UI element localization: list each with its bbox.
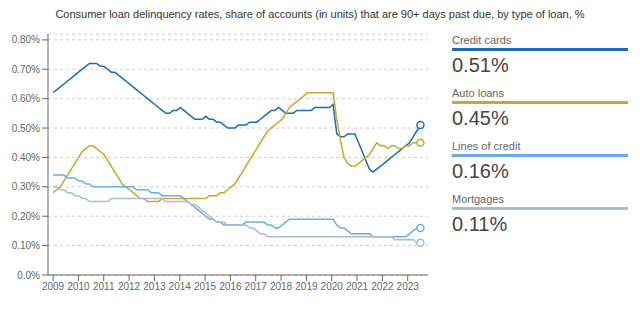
html-text:Mortgages: Mortgages bbox=[452, 193, 504, 205]
svg-text:2010: 2010 bbox=[67, 281, 90, 292]
svg-text:0.50%: 0.50% bbox=[12, 123, 40, 134]
html-text:Lines of credit: Lines of credit bbox=[452, 140, 521, 152]
svg-text:2020: 2020 bbox=[321, 281, 344, 292]
svg-text:0.70%: 0.70% bbox=[12, 64, 40, 75]
svg-text:2015: 2015 bbox=[194, 281, 217, 292]
svg-text:2021: 2021 bbox=[346, 281, 369, 292]
html-text:Auto loans: Auto loans bbox=[452, 87, 504, 99]
svg-text:0.30%: 0.30% bbox=[12, 181, 40, 192]
svg-text:2018: 2018 bbox=[270, 281, 293, 292]
svg-text:2014: 2014 bbox=[169, 281, 192, 292]
svg-text:2023: 2023 bbox=[397, 281, 420, 292]
html-text:Consumer loan delinquency rate: Consumer loan delinquency rates, share o… bbox=[55, 8, 585, 20]
svg-text:2013: 2013 bbox=[143, 281, 166, 292]
svg-text:2022: 2022 bbox=[371, 281, 394, 292]
svg-text:2012: 2012 bbox=[118, 281, 141, 292]
svg-text:2011: 2011 bbox=[93, 281, 115, 292]
html-text:0.11%: 0.11% bbox=[452, 213, 508, 235]
svg-text:0.60%: 0.60% bbox=[12, 93, 40, 104]
svg-text:2009: 2009 bbox=[42, 281, 65, 292]
svg-text:0.80%: 0.80% bbox=[12, 34, 40, 45]
svg-text:0.0%: 0.0% bbox=[17, 270, 40, 281]
svg-text:0.20%: 0.20% bbox=[12, 211, 40, 222]
svg-text:0.40%: 0.40% bbox=[12, 152, 40, 163]
svg-text:2019: 2019 bbox=[295, 281, 318, 292]
svg-text:0.10%: 0.10% bbox=[12, 240, 40, 251]
html-text:0.51%: 0.51% bbox=[452, 54, 509, 76]
svg-text:2017: 2017 bbox=[245, 281, 268, 292]
svg-text:2016: 2016 bbox=[219, 281, 242, 292]
html-text:Credit cards: Credit cards bbox=[452, 34, 512, 46]
html-text:0.45%: 0.45% bbox=[452, 107, 509, 129]
html-text:0.16%: 0.16% bbox=[452, 160, 509, 182]
